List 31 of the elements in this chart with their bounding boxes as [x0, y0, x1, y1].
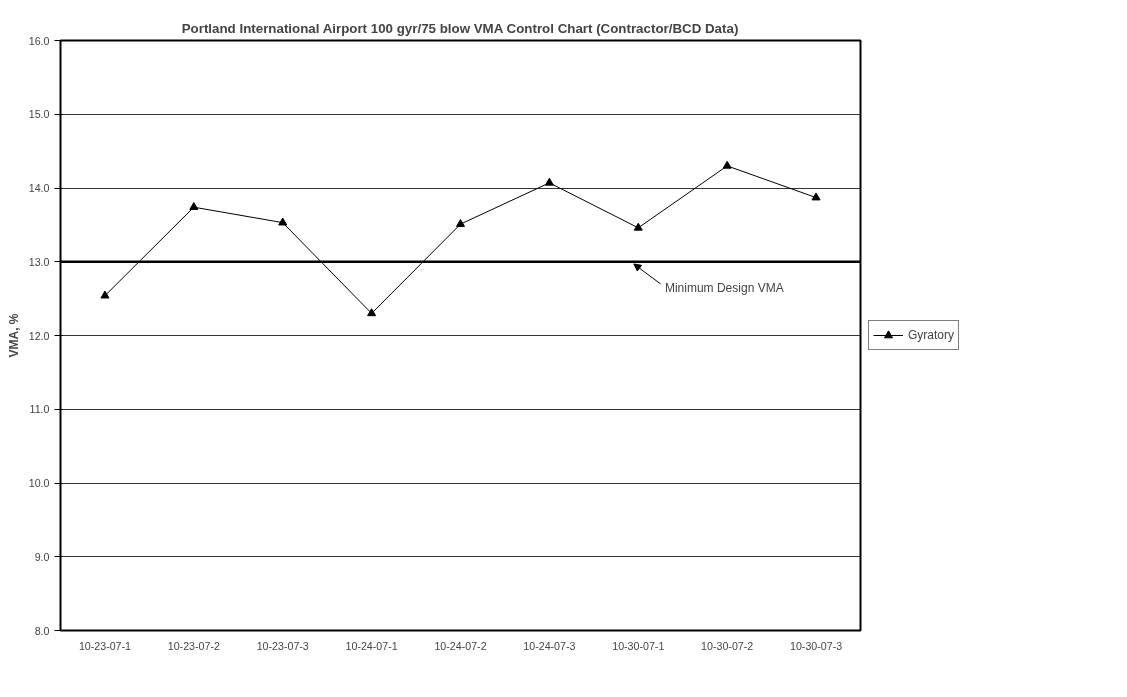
x-tick-label: 10-23-07-3 — [256, 639, 309, 652]
x-tick-label: 10-24-07-3 — [523, 639, 576, 652]
y-tick-label: 10.0 — [28, 477, 50, 489]
point — [100, 290, 110, 299]
x-tick-label: 10-30-07-3 — [789, 639, 843, 652]
x-tick-label: 10-23-07-2 — [167, 639, 220, 652]
y-axis-title: VMA, % — [6, 313, 21, 358]
point — [811, 192, 821, 201]
chart-title: Portland International Airport 100 gyr/75 blow VMA Control Chart (Contractor/BCD Data) — [181, 20, 739, 36]
y-tick-label: 14.0 — [28, 182, 50, 194]
y-tick-label: 16.0 — [28, 34, 50, 47]
point — [544, 177, 554, 186]
x-tick-label: 10-23-07-1 — [78, 639, 132, 652]
y-tick-label: 11.0 — [29, 403, 50, 416]
point — [367, 308, 377, 317]
y-tick-label: 8.0 — [34, 624, 50, 637]
legend-label: Gyratory — [908, 328, 955, 342]
y-tick-label: 9.0 — [34, 550, 50, 563]
x-tick-label: 10-24-07-2 — [434, 639, 487, 652]
point — [722, 160, 732, 169]
point — [278, 217, 288, 226]
x-tick-label: 10-24-07-1 — [345, 639, 398, 652]
x-tick-label: 10-30-07-1 — [612, 639, 665, 652]
y-tick-label: 13.0 — [28, 255, 50, 268]
point — [456, 219, 465, 227]
ref-line-label: Minimum Design VMA — [664, 280, 784, 295]
y-tick-label: 15.0 — [28, 108, 50, 121]
point — [633, 222, 643, 231]
point — [189, 202, 199, 210]
x-tick-label: 10-30-07-2 — [701, 639, 754, 652]
y-tick-label: 12.0 — [28, 329, 50, 342]
